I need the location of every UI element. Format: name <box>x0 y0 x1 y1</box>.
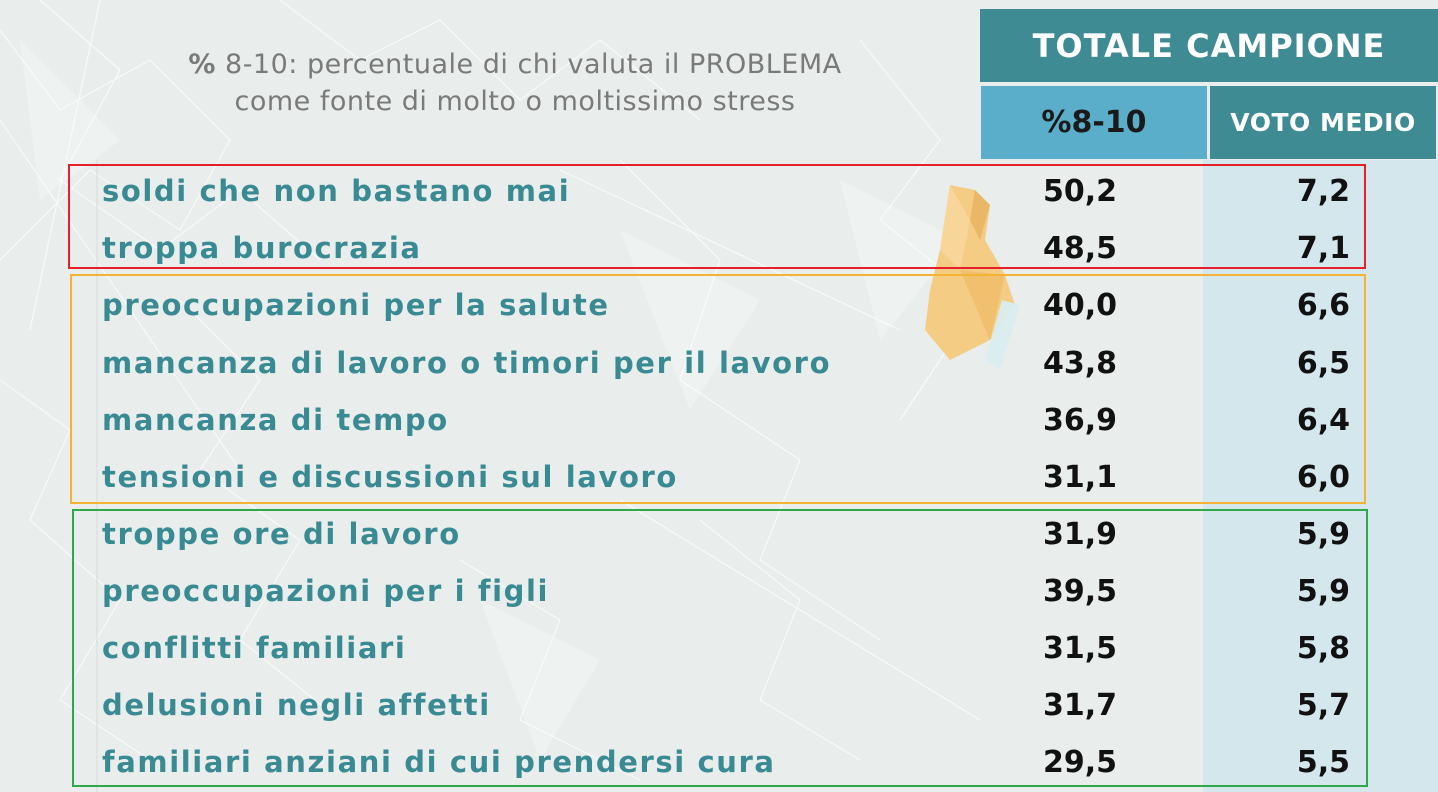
pct-8-10-value: 31,9 <box>1042 517 1118 552</box>
table-row: preoccupazioni per la salute 40,0 6,6 <box>0 278 1438 335</box>
group-box-red <box>68 164 1366 269</box>
table-row: tensioni e discussioni sul lavoro 31,1 6,0 <box>0 450 1438 507</box>
pct-8-10-value: 48,5 <box>1042 231 1118 266</box>
subtitle-line1: 8-10: percentuale di chi valuta il PROBL… <box>225 49 842 80</box>
voto-medio-value: 5,9 <box>1296 517 1350 552</box>
voto-medio-value: 6,5 <box>1296 346 1350 381</box>
problem-label: troppe ore di lavoro <box>102 517 461 551</box>
pct-8-10-value: 31,5 <box>1042 631 1118 666</box>
voto-medio-value: 7,2 <box>1296 174 1350 209</box>
table-row: preoccupazioni per i figli 39,5 5,9 <box>0 564 1438 621</box>
subtitle-line2: come fonte di molto o moltissimo stress <box>234 86 796 117</box>
pct-8-10-value: 29,5 <box>1042 745 1118 780</box>
voto-medio-value: 6,6 <box>1296 288 1350 323</box>
header-pct-8-10: %8-10 <box>981 86 1207 159</box>
problem-label: preoccupazioni per la salute <box>102 288 610 322</box>
problem-label: tensioni e discussioni sul lavoro <box>102 460 678 494</box>
table-row: delusioni negli affetti 31,7 5,7 <box>0 678 1438 735</box>
voto-medio-column-band <box>1203 160 1438 792</box>
group-box-orange <box>70 274 1366 504</box>
table-row: soldi che non bastano mai 50,2 7,2 <box>0 164 1438 221</box>
pct-8-10-value: 50,2 <box>1042 174 1118 209</box>
table-row: conflitti familiari 31,5 5,8 <box>0 621 1438 678</box>
problem-label: familiari anziani di cui prendersi cura <box>102 745 776 779</box>
table-row: mancanza di tempo 36,9 6,4 <box>0 393 1438 450</box>
group-box-green <box>72 509 1368 787</box>
voto-medio-value: 5,9 <box>1296 574 1350 609</box>
table-row: troppa burocrazia 48,5 7,1 <box>0 221 1438 278</box>
pct-8-10-value: 39,5 <box>1042 574 1118 609</box>
header-totale-campione: TOTALE CAMPIONE <box>980 9 1438 82</box>
subtitle-symbol: % <box>188 49 216 80</box>
origami-illustration <box>925 185 1020 370</box>
pct-8-10-value: 31,1 <box>1042 460 1118 495</box>
problem-label: mancanza di lavoro o timori per il lavor… <box>102 346 832 380</box>
header-voto-medio: VOTO MEDIO <box>1210 86 1436 159</box>
voto-medio-value: 5,5 <box>1296 745 1350 780</box>
table-row: mancanza di lavoro o timori per il lavor… <box>0 336 1438 393</box>
table-row: familiari anziani di cui prendersi cura 2… <box>0 735 1438 792</box>
problem-label: soldi che non bastano mai <box>102 174 571 208</box>
problem-label: delusioni negli affetti <box>102 688 491 722</box>
voto-medio-value: 6,4 <box>1296 403 1350 438</box>
pct-8-10-value: 31,7 <box>1042 688 1118 723</box>
problem-label: mancanza di tempo <box>102 403 449 437</box>
pct-8-10-value: 43,8 <box>1042 346 1118 381</box>
pct-8-10-value: 36,9 <box>1042 403 1118 438</box>
voto-medio-value: 5,7 <box>1296 688 1350 723</box>
problem-label: conflitti familiari <box>102 631 407 665</box>
table-subtitle: % 8-10: percentuale di chi valuta il PRO… <box>160 46 870 120</box>
voto-medio-value: 6,0 <box>1296 460 1350 495</box>
voto-medio-value: 5,8 <box>1296 631 1350 666</box>
problem-label: troppa burocrazia <box>102 231 422 265</box>
table-row: troppe ore di lavoro 31,9 5,9 <box>0 507 1438 564</box>
problem-label: preoccupazioni per i figli <box>102 574 550 608</box>
voto-medio-value: 7,1 <box>1296 231 1350 266</box>
pct-8-10-value: 40,0 <box>1042 288 1118 323</box>
